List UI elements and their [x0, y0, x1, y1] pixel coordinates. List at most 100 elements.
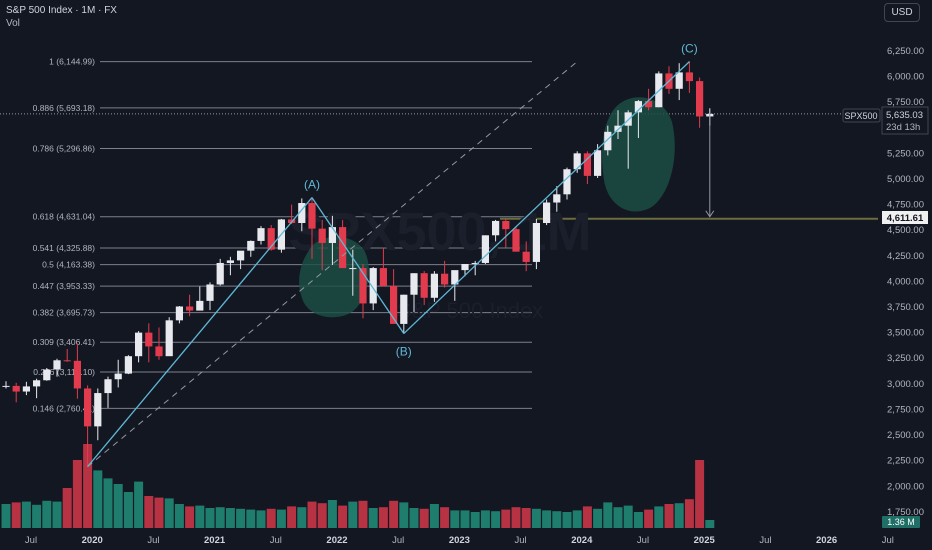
fib-label: 1 (6,144.99): [49, 57, 95, 67]
wave-line[interactable]: [87, 197, 313, 468]
volume-bar: [205, 508, 215, 528]
volume-bar: [215, 507, 225, 528]
projection-dashed-line[interactable]: [87, 61, 578, 468]
candle-body: [512, 229, 520, 252]
price-axis: 6,250.006,000.005,750.005,500.005,250.00…: [887, 46, 924, 518]
volume-bar: [266, 508, 276, 528]
candle-body: [124, 356, 132, 374]
volume-bar: [348, 501, 358, 528]
volume-bar: [134, 481, 144, 528]
volume-bar: [32, 504, 42, 528]
volume-bar: [327, 500, 337, 528]
price-tick-label: 4,250.00: [887, 251, 924, 262]
volume-bar: [144, 496, 154, 528]
current-price-label: 5,635.03: [886, 110, 923, 121]
target-arrow-head[interactable]: [705, 210, 715, 218]
volume-bar: [42, 500, 52, 528]
symbol-price-tag[interactable]: SPX500 5,635.03 23d 13h: [842, 106, 929, 135]
candle-body: [175, 306, 183, 321]
price-tick-label: 6,000.00: [887, 72, 924, 83]
price-tick-label: 2,750.00: [887, 404, 924, 415]
chart-title[interactable]: S&P 500 Index · 1M · FX: [6, 5, 117, 16]
volume-bar: [72, 460, 82, 528]
volume-bar: [623, 505, 633, 528]
wave-line[interactable]: [403, 61, 690, 335]
candle-body: [420, 273, 428, 298]
candle-body: [522, 251, 530, 262]
volume-bar: [62, 488, 72, 528]
candle-body: [267, 228, 275, 250]
candle-body: [532, 223, 540, 262]
volume-bar: [21, 501, 31, 528]
candle-body: [63, 360, 71, 362]
candle-body: [481, 235, 489, 263]
candle-body: [114, 373, 122, 380]
time-tick-label: Jul: [147, 535, 159, 546]
volume-bar: [511, 507, 521, 528]
candle-body: [33, 380, 41, 387]
wave-label[interactable]: (C): [681, 42, 698, 56]
volume-tag-box: [882, 516, 920, 528]
candle-body: [685, 72, 693, 82]
volume-bar: [593, 508, 603, 528]
volume-bar: [256, 510, 266, 528]
candle-body: [257, 228, 265, 241]
candle-body: [308, 203, 316, 229]
candle-body: [696, 81, 704, 117]
volume-bar: [440, 507, 450, 528]
volume-bar: [521, 508, 531, 528]
time-tick-label: Jul: [270, 535, 282, 546]
candle-body: [410, 273, 418, 295]
candle-body: [73, 360, 81, 389]
volume-bar: [164, 498, 174, 528]
fib-label: 0.236 (3,116.10): [33, 367, 95, 377]
fib-label: 0.786 (5,296.86): [33, 144, 96, 154]
volume-bar: [552, 511, 562, 528]
volume-bar: [470, 512, 480, 528]
price-tick-label: 6,250.00: [887, 46, 924, 57]
volume-bar: [297, 507, 307, 528]
candle-body: [594, 150, 602, 176]
volume-bar: [419, 508, 429, 528]
wave-label[interactable]: (A): [304, 178, 320, 192]
currency-button[interactable]: USD: [884, 3, 920, 22]
wave-line[interactable]: [311, 197, 405, 334]
volume-bar: [195, 505, 205, 528]
target-level-tag[interactable]: 4,611.61: [882, 211, 928, 224]
price-tick-label: 3,000.00: [887, 379, 924, 390]
price-tick-label: 5,000.00: [887, 174, 924, 185]
fib-label: 0.541 (4,325.88): [33, 243, 96, 253]
price-tick-label: 4,500.00: [887, 225, 924, 236]
volume-bar: [11, 502, 21, 528]
time-tick-label: Jul: [882, 535, 894, 546]
volume-bar: [287, 506, 297, 528]
candle-body: [492, 220, 500, 236]
candle-body: [216, 262, 224, 285]
price-tick-label: 3,250.00: [887, 353, 924, 364]
candle-body: [206, 284, 214, 301]
candle-body: [104, 379, 112, 394]
candle-body: [2, 385, 10, 387]
candle-body: [186, 306, 194, 311]
wave-label[interactable]: (B): [396, 345, 412, 359]
candle-body: [604, 131, 612, 151]
time-tick-label: 2020: [82, 535, 103, 546]
watermark-name: S&P 500 Index: [397, 298, 543, 323]
fib-label: 0.146 (2,760.41): [33, 403, 96, 413]
candle-body: [553, 194, 561, 203]
volume-legend[interactable]: Vol: [6, 18, 20, 29]
candle-body: [94, 393, 102, 427]
volume-bar: [338, 505, 348, 528]
candle-body: [390, 286, 398, 324]
volume-bar: [480, 510, 490, 528]
price-tick-label: 2,500.00: [887, 430, 924, 441]
volume-bar: [113, 484, 123, 528]
time-tick-label: Jul: [515, 535, 527, 546]
candle-body: [165, 320, 173, 357]
wave-drawings[interactable]: (A) (B) (C): [87, 42, 715, 468]
volume-bar: [389, 500, 399, 528]
price-tick-label: 5,250.00: [887, 148, 924, 159]
volume-bar: [491, 511, 501, 528]
volume-bar: [174, 504, 184, 528]
